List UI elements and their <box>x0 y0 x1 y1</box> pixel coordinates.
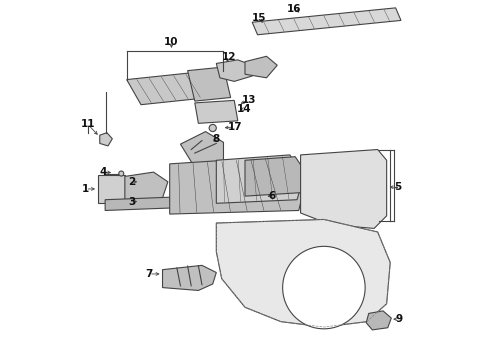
Text: 9: 9 <box>395 314 403 324</box>
Polygon shape <box>125 172 168 203</box>
Text: 15: 15 <box>251 13 266 23</box>
Polygon shape <box>126 72 209 105</box>
Text: 16: 16 <box>287 4 302 14</box>
Polygon shape <box>180 132 223 167</box>
Text: 2: 2 <box>128 177 136 187</box>
Text: 8: 8 <box>213 134 220 144</box>
Text: 11: 11 <box>81 120 95 129</box>
Polygon shape <box>170 157 304 214</box>
Polygon shape <box>216 220 390 327</box>
Polygon shape <box>216 155 304 203</box>
Circle shape <box>283 246 365 329</box>
Polygon shape <box>366 311 392 330</box>
Polygon shape <box>245 56 277 78</box>
Text: 7: 7 <box>145 269 152 279</box>
Polygon shape <box>216 60 252 81</box>
Text: 14: 14 <box>237 104 251 114</box>
Circle shape <box>119 171 124 176</box>
Text: 12: 12 <box>221 52 236 62</box>
Polygon shape <box>163 265 216 291</box>
Polygon shape <box>98 175 125 203</box>
Text: 3: 3 <box>128 197 136 207</box>
Polygon shape <box>300 149 387 228</box>
Polygon shape <box>105 197 172 211</box>
Text: 10: 10 <box>164 37 179 47</box>
Text: 4: 4 <box>99 167 107 177</box>
Polygon shape <box>252 8 401 35</box>
Text: 5: 5 <box>394 182 401 192</box>
Polygon shape <box>195 100 238 123</box>
Text: 17: 17 <box>228 122 242 132</box>
Text: 13: 13 <box>242 95 256 105</box>
Polygon shape <box>100 133 112 146</box>
Text: 1: 1 <box>82 184 89 194</box>
Polygon shape <box>188 67 231 101</box>
Polygon shape <box>245 157 306 196</box>
Circle shape <box>209 125 216 132</box>
Text: 6: 6 <box>268 191 275 201</box>
